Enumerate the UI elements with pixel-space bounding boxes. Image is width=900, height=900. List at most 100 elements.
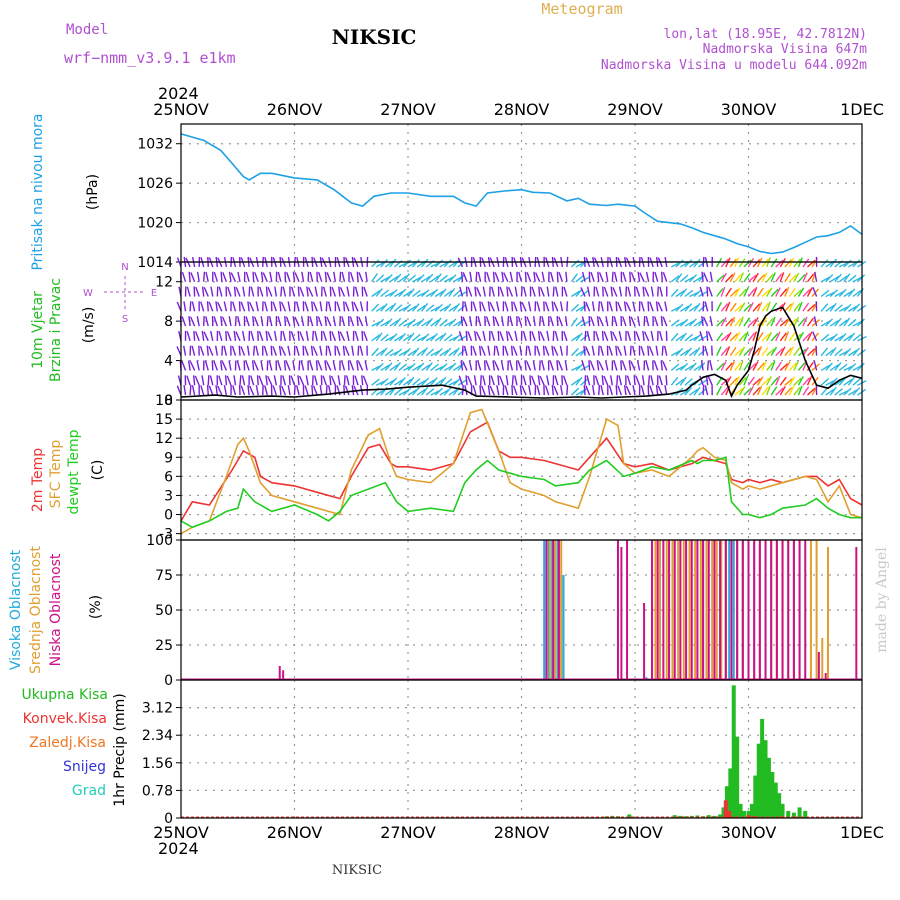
wind-barb xyxy=(309,360,314,371)
wind-barb xyxy=(507,286,514,297)
wind-barb xyxy=(834,335,844,342)
y-tick-label: 0 xyxy=(164,673,173,689)
wind-barb xyxy=(852,347,860,357)
wind-barb xyxy=(775,361,782,371)
wind-barb xyxy=(512,385,518,396)
wind-barb xyxy=(452,302,461,312)
wind-barb xyxy=(684,276,695,283)
wind-barb xyxy=(586,330,591,342)
bar xyxy=(792,540,795,680)
wind-barb xyxy=(490,331,495,342)
wind-barb xyxy=(564,316,568,327)
bar xyxy=(557,540,560,680)
wind-barb xyxy=(183,301,187,312)
wind-barb xyxy=(312,346,318,356)
wind-barb xyxy=(829,377,838,386)
wind-barb xyxy=(210,330,214,342)
wind-barb xyxy=(421,333,430,342)
y-tick-label: 25 xyxy=(155,638,173,654)
wind-barb xyxy=(269,271,273,282)
wind-barb xyxy=(194,331,200,342)
wind-barb xyxy=(188,271,191,282)
wind-barb xyxy=(217,385,223,396)
wind-barb xyxy=(389,302,397,312)
year-top: 2024 xyxy=(158,84,199,103)
wind-barb xyxy=(215,385,219,396)
wind-barb xyxy=(729,272,736,283)
wind-barb xyxy=(641,375,645,386)
wind-barb xyxy=(684,333,694,342)
wind-barb xyxy=(643,316,646,327)
wind-barb xyxy=(407,362,416,371)
wind-barb xyxy=(219,360,223,371)
wind-barb xyxy=(843,303,852,312)
wind-barb xyxy=(706,330,709,341)
bar xyxy=(797,807,802,818)
wind-barb xyxy=(421,377,430,386)
wind-barb xyxy=(829,333,838,342)
wind-barb xyxy=(779,318,789,327)
wind-barb xyxy=(626,375,632,386)
wind-barb xyxy=(365,271,368,282)
wind-barb xyxy=(784,286,790,297)
wind-barb xyxy=(393,348,403,357)
wind-barb xyxy=(843,317,851,327)
wind-barb xyxy=(549,316,554,327)
wind-barb xyxy=(351,301,355,312)
wind-barb xyxy=(812,331,818,342)
wind-barb xyxy=(601,375,604,386)
wind-barb xyxy=(734,287,741,297)
y-tick-label: 12 xyxy=(155,275,173,291)
wind-barb xyxy=(648,346,654,356)
wind-barb xyxy=(265,286,268,297)
wind-barb xyxy=(847,332,856,342)
bar xyxy=(738,803,743,818)
wind-barb xyxy=(274,286,278,297)
wind-barb xyxy=(591,385,595,396)
wind-barb xyxy=(570,387,580,396)
wind-barb xyxy=(743,331,749,342)
wind-barb xyxy=(720,303,729,312)
wind-barb xyxy=(663,345,668,356)
wind-barb xyxy=(806,287,813,297)
wind-barb xyxy=(797,331,805,342)
wind-barb xyxy=(756,376,764,386)
wind-barb xyxy=(240,385,246,396)
wind-barb xyxy=(738,272,744,282)
wind-barb xyxy=(331,331,337,342)
wind-barb xyxy=(558,316,564,327)
wind-barb xyxy=(407,305,417,312)
wind-barb xyxy=(252,345,256,356)
wind-barb xyxy=(480,301,486,312)
bar xyxy=(556,540,559,680)
bar xyxy=(730,540,733,680)
wind-barb xyxy=(207,375,210,386)
wind-barb xyxy=(554,286,559,297)
wind-barb xyxy=(223,385,228,396)
wind-barb xyxy=(324,360,327,371)
wind-barb xyxy=(421,347,428,357)
wind-barb xyxy=(272,385,278,396)
wind-barb xyxy=(531,331,536,342)
wind-barb xyxy=(176,346,182,356)
y-tick-label: 75 xyxy=(155,568,173,584)
wind-barb xyxy=(439,332,447,342)
wind-barb xyxy=(465,375,468,386)
bar xyxy=(775,540,778,680)
wind-barb xyxy=(834,362,842,371)
wind-barb xyxy=(380,364,390,372)
bottom-date-label: 30NOV xyxy=(721,823,777,842)
wind-barb xyxy=(290,286,296,297)
wind-barb xyxy=(825,274,834,283)
wind-barb xyxy=(552,286,555,297)
bar xyxy=(732,540,735,680)
bar xyxy=(758,540,761,680)
wind-barb xyxy=(738,377,747,386)
wind-barb xyxy=(216,301,223,312)
wind-barb xyxy=(707,331,713,342)
wind-barb xyxy=(770,360,776,371)
wind-barb xyxy=(375,274,385,283)
wind-barb xyxy=(425,335,436,342)
bar xyxy=(718,814,723,818)
y-tick-label: 1014 xyxy=(137,255,173,271)
